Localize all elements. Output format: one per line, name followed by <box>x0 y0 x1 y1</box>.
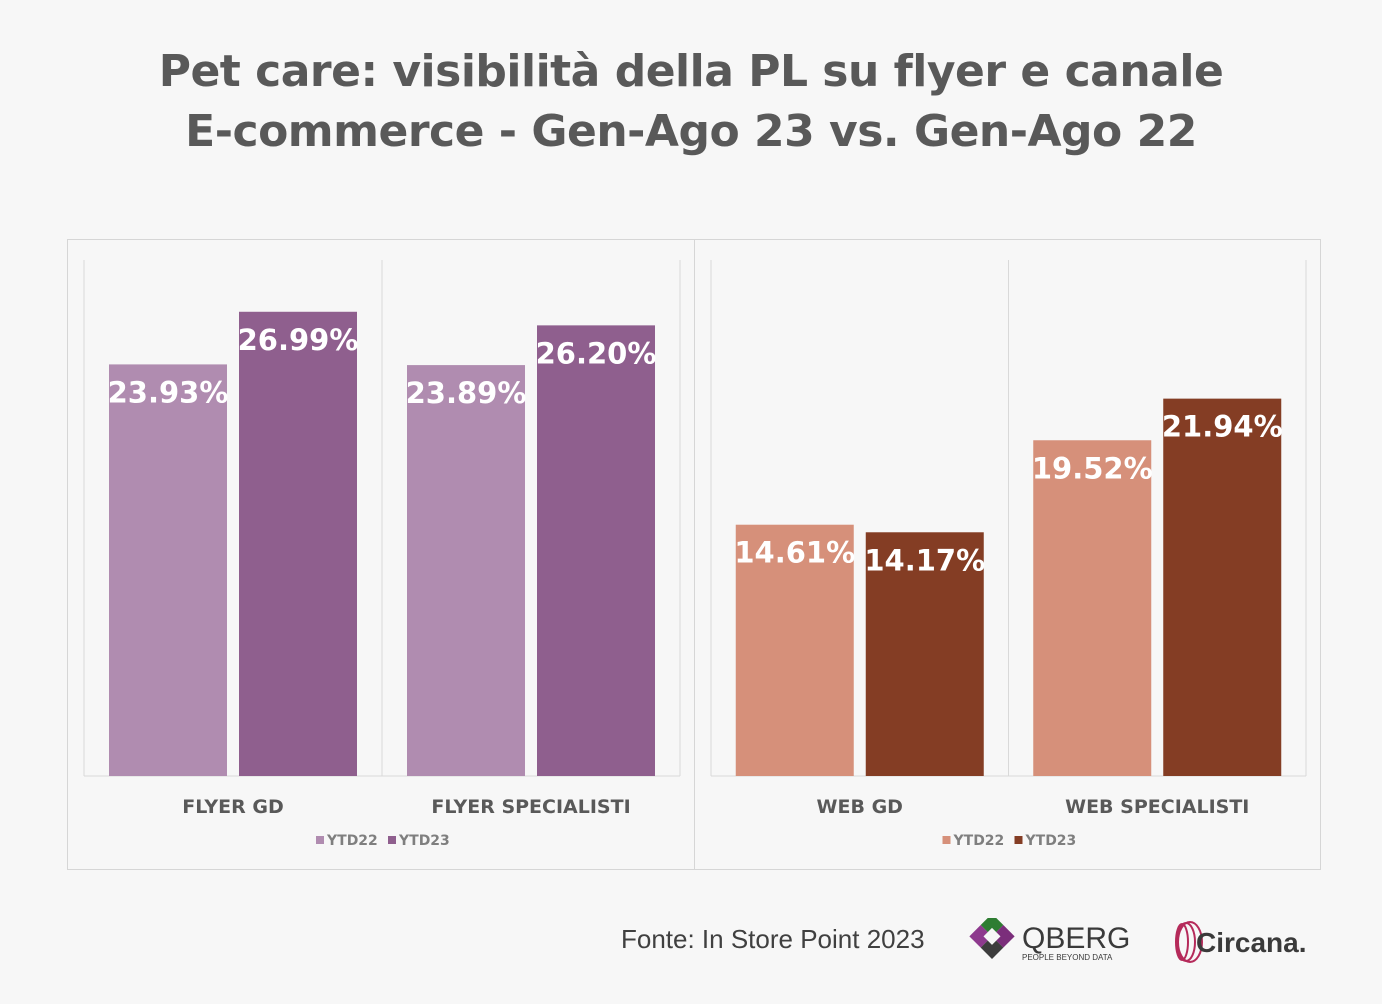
bar-web-specialisti-ytd22 <box>1033 440 1152 776</box>
chart-title: Pet care: visibilità della PL su flyer e… <box>0 42 1382 162</box>
legend-swatch-ytd22 <box>316 836 324 844</box>
legend-label-ytd23: YTD23 <box>398 833 450 849</box>
data-label-flyer-specialisti-ytd23: 26.20% <box>536 336 657 370</box>
web-bar-chart: 14.61% 14.17% WEB GD 19.52% 21.94% WEB SPECIA… <box>710 260 1307 849</box>
data-label-flyer-specialisti-ytd22: 23.89% <box>406 376 527 410</box>
circana-logo: Circana. <box>1168 918 1328 970</box>
legend-label-ytd23: YTD23 <box>1025 833 1077 849</box>
qberg-logo-text: QBERG <box>1022 922 1130 955</box>
data-label-web-specialisti-ytd23: 21.94% <box>1162 410 1283 444</box>
data-label-flyer-gd-ytd22: 23.93% <box>108 375 229 409</box>
circana-logo-text: Circana. <box>1196 927 1307 958</box>
data-label-flyer-gd-ytd23: 26.99% <box>238 323 359 357</box>
category-label-web-gd: WEB GD <box>817 796 903 818</box>
category-label-flyer-gd: FLYER GD <box>182 796 283 818</box>
source-note: Fonte: In Store Point 2023 <box>621 924 925 954</box>
chart-title-line1: Pet care: visibilità della PL su flyer e… <box>158 46 1224 97</box>
legend-swatch-ytd23 <box>388 836 396 844</box>
footer: Fonte: In Store Point 2023 QBERG PEOPLE … <box>0 913 1382 963</box>
flyer-bar-chart: 23.93% 26.99% FLYER GD 23.89% 26.20% FLYER SP… <box>83 260 681 849</box>
bar-flyer-gd-ytd23 <box>239 311 357 776</box>
flyer-chart-panel: 23.93% 26.99% FLYER GD 23.89% 26.20% FLYER SP… <box>67 239 695 870</box>
data-label-web-specialisti-ytd22: 19.52% <box>1032 451 1153 485</box>
legend-label-ytd22: YTD22 <box>326 833 378 849</box>
bar-web-specialisti-ytd23 <box>1163 398 1282 776</box>
legend-swatch-ytd23 <box>1014 836 1023 844</box>
data-label-web-gd-ytd23: 14.17% <box>864 543 985 577</box>
bar-flyer-gd-ytd22 <box>109 364 227 776</box>
chart-title-line2: E-commerce - Gen-Ago 23 vs. Gen-Ago 22 <box>185 106 1197 157</box>
bar-web-gd-ytd22 <box>735 524 854 776</box>
bar-flyer-specialisti-ytd23 <box>537 325 655 776</box>
qberg-logo: QBERG PEOPLE BEYOND DATA <box>968 913 1138 974</box>
category-label-flyer-specialisti: FLYER SPECIALISTI <box>431 796 630 818</box>
web-chart-panel: 14.61% 14.17% WEB GD 19.52% 21.94% WEB SPECIA… <box>694 239 1321 870</box>
bar-web-gd-ytd23 <box>865 532 984 776</box>
qberg-logo-tagline: PEOPLE BEYOND DATA <box>1022 953 1113 962</box>
legend-swatch-ytd22 <box>942 836 951 844</box>
legend-label-ytd22: YTD22 <box>953 833 1005 849</box>
category-label-web-specialisti: WEB SPECIALISTI <box>1065 796 1249 818</box>
bar-flyer-specialisti-ytd22 <box>407 365 525 776</box>
data-label-web-gd-ytd22: 14.61% <box>734 536 855 570</box>
